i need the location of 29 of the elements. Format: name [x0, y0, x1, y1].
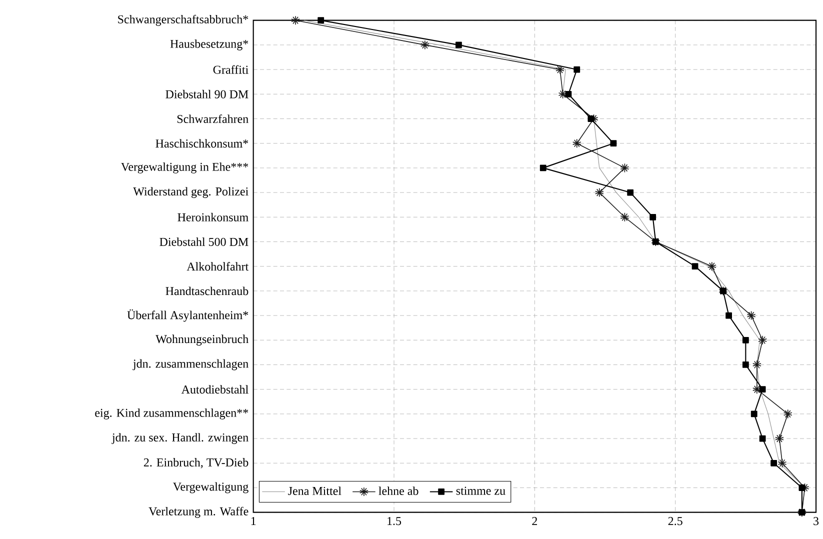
y-tick-label: Vergewaltigung [172, 482, 248, 494]
y-tick-label: Heroinkonsum [178, 212, 248, 222]
y-tick-label: Wohnungseinbruch [156, 334, 248, 346]
y-tick-label: jdn. zusammenschlagen [132, 359, 248, 370]
x-tick-label: 1.5 [388, 517, 402, 526]
y-tick-label: Alkoholfahrt [186, 262, 249, 271]
y-tick-label: Schwarzfahren [177, 114, 248, 124]
y-tick-label: Verletzung m. Waffe [148, 506, 248, 518]
y-tick-label: Vergewaltigung in Ehe*** [121, 162, 248, 174]
y-tick-label: Haschischkonsum* [156, 139, 248, 148]
y-tick-label: Handtaschenraub [166, 286, 248, 296]
y-tick-label: Hausbesetzung* [170, 39, 248, 50]
y-tick-label: Widerstand geg. Polizei [133, 187, 248, 198]
y-tick-label: jdn. zu sex. Handl. zwingen [112, 433, 248, 444]
legend-label: Jena Mittel [288, 486, 342, 496]
x-tick-label: 1 [251, 517, 256, 525]
y-tick-label: Überfall Asylantenheim* [127, 309, 248, 322]
y-tick-label: Autodiebstahl [181, 385, 248, 394]
y-tick-label: Diebstahl 500 DM [160, 238, 248, 246]
legend-label: stimme zu [456, 486, 506, 495]
y-tick-label: Diebstahl 90 DM [166, 90, 248, 98]
x-tick-label: 2.5 [668, 517, 682, 526]
legend-label: lehne ab [378, 486, 418, 496]
y-tick-label: Graffiti [213, 65, 248, 74]
x-tick-label: 3 [814, 517, 819, 526]
y-tick-label: Schwangerschaftsabbruch* [118, 14, 248, 26]
y-tick-label: 2. Einbruch, TV-Dieb [144, 458, 248, 468]
y-tick-label: eig. Kind zusammenschlagen** [95, 408, 248, 420]
x-tick-label: 2 [532, 517, 538, 525]
